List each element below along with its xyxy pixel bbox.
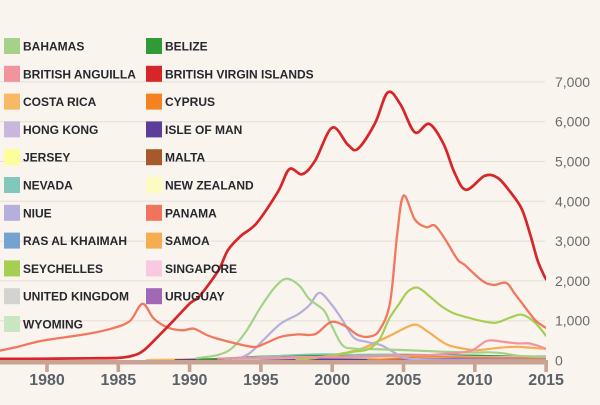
svg-text:MALTA: MALTA [165,151,206,165]
svg-text:1990: 1990 [172,372,208,389]
svg-text:URUGUAY: URUGUAY [165,290,225,304]
svg-text:SEYCHELLES: SEYCHELLES [23,262,103,276]
svg-text:2000: 2000 [314,372,350,389]
svg-text:0: 0 [555,353,563,369]
svg-text:BRITISH ANGUILLA: BRITISH ANGUILLA [23,67,136,81]
svg-text:SINGAPORE: SINGAPORE [165,262,237,276]
svg-text:SAMOA: SAMOA [165,234,210,248]
svg-text:1980: 1980 [29,372,65,389]
svg-text:NEVADA: NEVADA [23,179,73,193]
svg-text:2005: 2005 [386,372,422,389]
svg-text:5,000: 5,000 [555,154,590,170]
svg-text:UNITED KINGDOM: UNITED KINGDOM [23,290,129,304]
svg-text:ISLE OF MAN: ISLE OF MAN [165,123,242,137]
svg-text:BAHAMAS: BAHAMAS [23,40,84,54]
svg-text:2010: 2010 [457,372,493,389]
svg-text:3,000: 3,000 [555,233,590,249]
svg-text:1985: 1985 [101,372,137,389]
svg-text:4,000: 4,000 [555,193,590,209]
svg-text:NEW ZEALAND: NEW ZEALAND [165,179,254,193]
svg-text:PANAMA: PANAMA [165,206,217,220]
svg-text:WYOMING: WYOMING [23,318,83,332]
svg-text:CYPRUS: CYPRUS [165,95,215,109]
svg-text:1995: 1995 [243,372,279,389]
svg-text:JERSEY: JERSEY [23,151,70,165]
svg-text:7,000: 7,000 [555,74,590,90]
svg-text:BRITISH VIRGIN ISLANDS: BRITISH VIRGIN ISLANDS [165,67,314,81]
svg-text:6,000: 6,000 [555,114,590,130]
svg-text:RAS AL KHAIMAH: RAS AL KHAIMAH [23,234,127,248]
svg-text:NIUE: NIUE [23,206,52,220]
svg-text:HONG KONG: HONG KONG [23,123,98,137]
svg-text:COSTA RICA: COSTA RICA [23,95,97,109]
svg-text:2015: 2015 [528,372,564,389]
svg-text:BELIZE: BELIZE [165,40,208,54]
svg-text:2,000: 2,000 [555,273,590,289]
svg-text:1,000: 1,000 [555,313,590,329]
